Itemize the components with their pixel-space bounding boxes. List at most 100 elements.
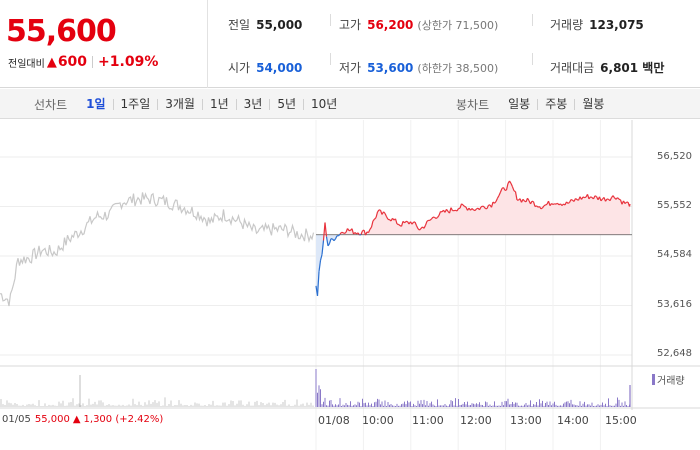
price-line-segment <box>490 201 494 208</box>
price-line-segment <box>498 191 502 196</box>
candle-daily[interactable]: 일봉 <box>508 96 531 111</box>
y-tick-label: 56,520 <box>657 151 692 162</box>
stat-high: 고가 56,200 (상한가 71,500) <box>339 16 498 33</box>
chart-canvas <box>0 120 700 450</box>
price-line-segment <box>600 198 603 202</box>
price-line-segment <box>494 201 497 204</box>
period-1d[interactable]: 1일 <box>86 96 106 111</box>
prev-day-change: 1,300 (+2.42%) <box>83 414 164 425</box>
price-line-segment <box>333 238 336 242</box>
stat-value: 54,000 <box>256 61 303 75</box>
price-line-segment <box>324 222 328 237</box>
price-line-segment <box>474 208 477 211</box>
price-line-segment <box>338 233 341 237</box>
period-3m[interactable]: 3개월 <box>157 98 202 110</box>
price-line-segment <box>582 196 585 199</box>
price-line-segment <box>594 195 597 198</box>
price-line-segment <box>464 205 467 208</box>
price-line-segment <box>339 232 342 235</box>
stat-open: 시가 54,000 <box>228 59 302 76</box>
price-line-segment <box>384 213 388 217</box>
stat-value: 55,000 <box>256 18 303 32</box>
stat-prev-close: 전일 55,000 <box>228 16 302 33</box>
price-line-segment <box>531 200 534 203</box>
x-tick-label: 11:00 <box>412 414 444 427</box>
period-1w[interactable]: 1주일 <box>112 98 158 110</box>
price-line-segment <box>526 197 530 202</box>
price-chart[interactable]: 56,520 55,552 54,584 53,616 52,648 거래량 0… <box>0 120 700 450</box>
divider <box>532 14 533 72</box>
change-label: 전일대비 <box>8 58 45 70</box>
price-line-segment <box>357 232 360 236</box>
price-line-segment <box>385 216 389 220</box>
price-line-segment <box>543 204 546 207</box>
price-line-segment <box>510 183 514 188</box>
price-line-segment <box>419 228 422 231</box>
candle-monthly[interactable]: 월봉 <box>574 98 611 110</box>
stat-volume: 거래량 123,075 <box>550 16 644 33</box>
price-line-segment <box>570 198 573 201</box>
price-line-segment <box>448 207 452 214</box>
price-line-segment <box>383 211 386 214</box>
price-line-segment <box>347 228 350 231</box>
price-line-segment <box>360 230 364 235</box>
price-line-segment <box>437 215 440 218</box>
price-line-segment <box>580 196 584 200</box>
stat-label: 저가 <box>339 61 362 75</box>
line-chart-title: 선차트 <box>34 97 68 112</box>
price-line-segment <box>575 198 578 201</box>
price-line-segment <box>514 191 518 201</box>
period-5y[interactable]: 5년 <box>269 98 303 110</box>
price-line-segment <box>461 203 464 206</box>
quote-header: 55,600 전일대비 ▲ 600 +1.09% 전일 55,000 시가 54… <box>0 0 700 88</box>
price-line-segment <box>404 220 407 224</box>
candle-weekly[interactable]: 주봉 <box>537 98 574 110</box>
price-line-segment <box>592 195 596 200</box>
candle-chart-periods: 봉차트 일봉 주봉 월봉 <box>456 89 611 119</box>
up-fill-area <box>316 181 630 235</box>
price-line-segment <box>598 196 602 202</box>
price-line-segment <box>547 200 551 206</box>
price-line-segment <box>344 231 347 234</box>
stat-amount: 거래대금 6,801 백만 <box>550 59 664 76</box>
price-line-segment <box>456 208 460 212</box>
price-line-segment <box>617 197 620 200</box>
y-tick-label: 54,584 <box>657 249 692 260</box>
stat-label: 거래대금 <box>550 61 595 75</box>
price-line-segment <box>604 198 608 202</box>
change-row: 전일대비 ▲ 600 +1.09% <box>8 54 158 70</box>
line-chart-periods: 선차트 1일 1주일 3개월 1년 3년 5년 10년 <box>34 89 344 119</box>
price-line-segment <box>400 221 404 227</box>
price-line-segment <box>319 254 323 261</box>
period-10y[interactable]: 10년 <box>303 98 344 110</box>
price-line-segment <box>537 206 540 208</box>
period-1y[interactable]: 1년 <box>201 98 236 110</box>
stat-sub: (하한가 38,500) <box>417 62 499 75</box>
x-tick-label: 13:00 <box>510 414 542 427</box>
price-line-segment <box>566 201 569 204</box>
chart-toolbar: 선차트 1일 1주일 3개월 1년 3년 5년 10년 봉차트 일봉 주봉 월봉 <box>0 89 700 119</box>
period-3y[interactable]: 3년 <box>235 98 270 110</box>
price-line-segment <box>590 196 593 199</box>
price-line-segment <box>438 211 442 216</box>
price-line-segment <box>473 209 476 212</box>
price-line-segment <box>618 198 621 201</box>
price-line-segment <box>545 203 548 206</box>
price-line-segment <box>628 203 631 207</box>
price-line-segment <box>450 207 454 211</box>
price-line-segment <box>551 203 554 205</box>
price-line-segment <box>496 195 500 199</box>
price-line-segment <box>459 203 463 209</box>
price-line-segment <box>609 197 613 201</box>
price-line-segment <box>567 201 570 204</box>
price-line-segment <box>342 232 345 235</box>
stat-label: 고가 <box>339 18 362 32</box>
price-line-segment <box>482 205 485 208</box>
price-line-segment <box>394 218 398 225</box>
price-line-segment <box>455 209 458 212</box>
price-line-segment <box>327 243 331 247</box>
prev-day-price: 55,000 <box>34 414 70 425</box>
up-arrow-icon: ▲ <box>46 54 57 70</box>
change-percent: +1.09% <box>98 54 159 70</box>
divider <box>92 56 94 68</box>
